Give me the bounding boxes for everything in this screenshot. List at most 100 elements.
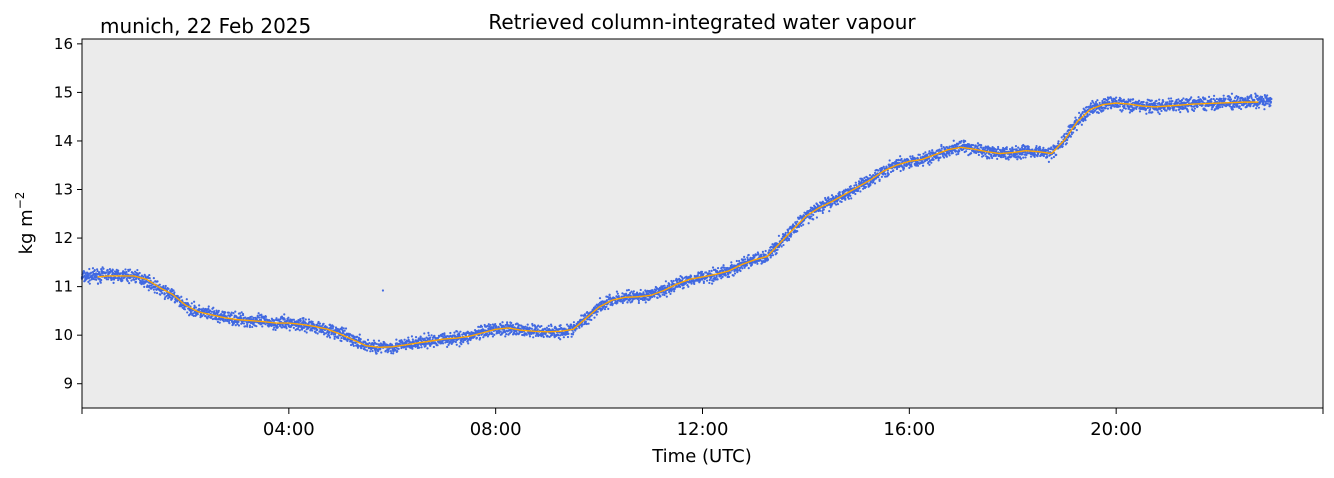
scatter-point	[926, 153, 929, 156]
scatter-point	[88, 279, 91, 282]
scatter-point	[240, 317, 243, 320]
scatter-point	[279, 317, 282, 321]
scatter-point	[980, 146, 983, 149]
scatter-point	[1063, 133, 1066, 136]
scatter-point	[164, 284, 167, 288]
scatter-point	[337, 336, 340, 340]
scatter-point	[124, 268, 127, 271]
scatter-point	[1204, 98, 1207, 101]
scatter-point	[414, 336, 418, 339]
scatter-point	[261, 325, 264, 328]
scatter-point	[1169, 97, 1173, 100]
scatter-point	[487, 327, 490, 330]
scatter-point	[303, 330, 306, 333]
scatter-point	[273, 326, 276, 329]
scatter-point	[909, 155, 912, 158]
scatter-point	[460, 340, 463, 343]
scatter-point	[404, 348, 408, 351]
scatter-point	[593, 316, 596, 319]
scatter-point	[1042, 154, 1045, 158]
scatter-point	[725, 268, 728, 271]
scatter-point	[873, 182, 877, 185]
scatter-point	[1000, 156, 1003, 159]
scatter-point	[598, 297, 602, 300]
scatter-point	[833, 202, 836, 205]
scatter-point	[316, 328, 319, 331]
scatter-point	[708, 281, 711, 285]
scatter-point	[411, 347, 414, 350]
scatter-point	[854, 181, 857, 184]
scatter-point	[1170, 102, 1173, 105]
scatter-point	[250, 315, 253, 318]
scatter-point	[655, 289, 658, 292]
scatter-point	[1119, 108, 1122, 112]
scatter-point	[898, 165, 901, 168]
scatter-point	[443, 332, 446, 335]
scatter-point	[159, 293, 162, 296]
scatter-point	[708, 269, 711, 273]
scatter-point	[1108, 100, 1111, 104]
scatter-point	[87, 274, 90, 277]
scatter-point	[414, 345, 417, 348]
scatter-point	[511, 323, 515, 327]
scatter-point	[1098, 101, 1101, 105]
scatter-point	[730, 261, 733, 264]
scatter-point	[173, 301, 176, 304]
scatter-point	[352, 344, 355, 347]
scatter-point	[702, 281, 705, 285]
scatter-point	[1014, 144, 1018, 148]
scatter-point	[213, 310, 216, 313]
scatter-point	[608, 297, 611, 301]
scatter-point	[616, 292, 619, 295]
scatter-point	[1113, 105, 1116, 108]
scatter-point	[835, 203, 838, 206]
scatter-point	[1155, 99, 1158, 102]
scatter-point	[1158, 98, 1161, 101]
scatter-point	[119, 272, 122, 275]
scatter-point	[1169, 107, 1172, 110]
scatter-point	[601, 308, 604, 311]
scatter-point	[506, 321, 509, 324]
scatter-point	[673, 290, 676, 293]
scatter-point	[940, 147, 943, 150]
scatter-point	[661, 293, 664, 296]
scatter-point	[372, 339, 376, 342]
scatter-point	[931, 149, 934, 152]
scatter-point	[1101, 99, 1104, 103]
scatter-point	[977, 153, 980, 157]
scatter-point	[207, 315, 210, 318]
scatter-point	[237, 320, 240, 323]
scatter-point	[729, 271, 732, 274]
scatter-point	[840, 200, 843, 203]
scatter-point	[559, 324, 562, 327]
scatter-point	[1135, 107, 1138, 111]
scatter-point	[743, 255, 746, 258]
scatter-point	[301, 328, 304, 331]
scatter-point	[836, 203, 840, 206]
scatter-point	[1088, 113, 1091, 116]
scatter-point	[1067, 128, 1070, 132]
scatter-point	[656, 296, 659, 299]
scatter-point	[619, 300, 623, 303]
scatter-point	[621, 292, 624, 295]
scatter-point	[1024, 145, 1028, 148]
scatter-point	[163, 292, 166, 295]
scatter-point	[128, 281, 131, 285]
scatter-point	[1201, 100, 1204, 103]
scatter-point	[346, 339, 349, 343]
scatter-point	[387, 349, 390, 353]
scatter-point	[488, 332, 491, 335]
scatter-point	[1177, 108, 1180, 111]
scatter-point	[125, 277, 128, 280]
scatter-point	[1021, 153, 1024, 156]
scatter-point	[432, 345, 435, 349]
scatter-point	[477, 329, 480, 332]
scatter-point	[710, 276, 713, 279]
scatter-point	[504, 335, 507, 338]
scatter-point	[766, 258, 770, 261]
scatter-point	[927, 152, 931, 155]
scatter-point	[687, 285, 690, 288]
scatter-point	[735, 259, 738, 263]
scatter-point	[657, 288, 661, 291]
scatter-point	[770, 245, 773, 248]
